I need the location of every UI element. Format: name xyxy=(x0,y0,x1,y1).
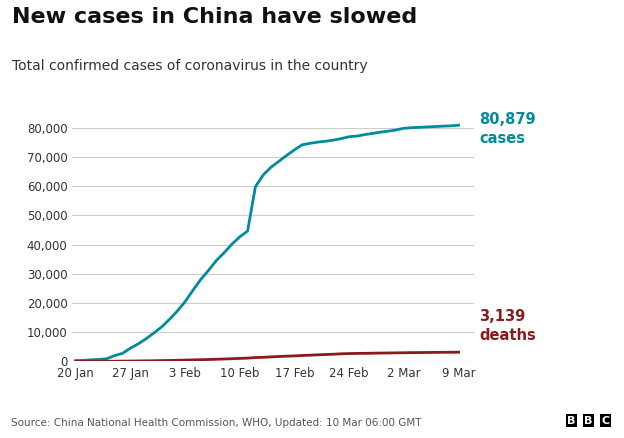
Text: C: C xyxy=(601,416,610,426)
Text: 80,879: 80,879 xyxy=(479,112,536,127)
Text: deaths: deaths xyxy=(479,328,536,343)
Text: 3,139: 3,139 xyxy=(479,309,525,324)
Text: New cases in China have slowed: New cases in China have slowed xyxy=(12,7,417,27)
Text: B: B xyxy=(567,416,576,426)
Text: Total confirmed cases of coronavirus in the country: Total confirmed cases of coronavirus in … xyxy=(12,59,368,73)
Text: cases: cases xyxy=(479,131,525,146)
Text: Source: China National Health Commission, WHO, Updated: 10 Mar 06:00 GMT: Source: China National Health Commission… xyxy=(11,418,422,428)
Text: B: B xyxy=(584,416,593,426)
